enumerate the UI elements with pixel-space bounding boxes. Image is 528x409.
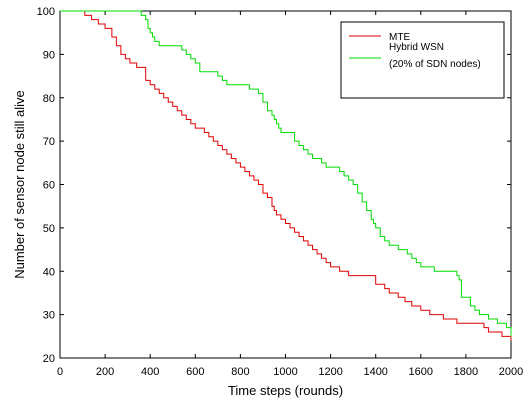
- x-tick-label: 1200: [318, 366, 342, 378]
- x-tick-label: 0: [57, 366, 63, 378]
- x-tick-label: 400: [141, 366, 159, 378]
- x-tick-label: 2000: [499, 366, 523, 378]
- x-tick-label: 800: [231, 366, 249, 378]
- x-tick-label: 1000: [273, 366, 297, 378]
- y-tick-label: 80: [43, 93, 55, 105]
- y-axis-label: Number of sensor node still alive: [12, 90, 27, 279]
- legend-box: [340, 21, 505, 99]
- legend-label-line: Hybrid WSN: [389, 42, 444, 53]
- x-tick-label: 1800: [454, 366, 478, 378]
- y-tick-label: 70: [43, 136, 55, 148]
- x-tick-label: 600: [186, 366, 204, 378]
- y-tick-label: 60: [43, 180, 55, 192]
- legend-label: MTE: [389, 32, 410, 43]
- x-tick-label: 1600: [409, 366, 433, 378]
- y-tick-label: 20: [43, 353, 55, 365]
- y-tick-label: 100: [37, 6, 55, 18]
- x-axis-label: Time steps (rounds): [228, 383, 343, 398]
- y-tick-label: 30: [43, 310, 55, 322]
- x-tick-label: 1400: [363, 366, 387, 378]
- y-tick-label: 90: [43, 49, 55, 61]
- legend-label: Hybrid WSN (20% of SDN nodes): [389, 42, 481, 70]
- y-tick-label: 50: [43, 223, 55, 235]
- series-line-hybrid-wsn: [60, 10, 512, 337]
- series-line-mte: [60, 10, 512, 341]
- y-tick-label: 40: [43, 266, 55, 278]
- x-tick-label: 200: [96, 366, 114, 378]
- legend-label-line: (20% of SDN nodes): [389, 59, 481, 70]
